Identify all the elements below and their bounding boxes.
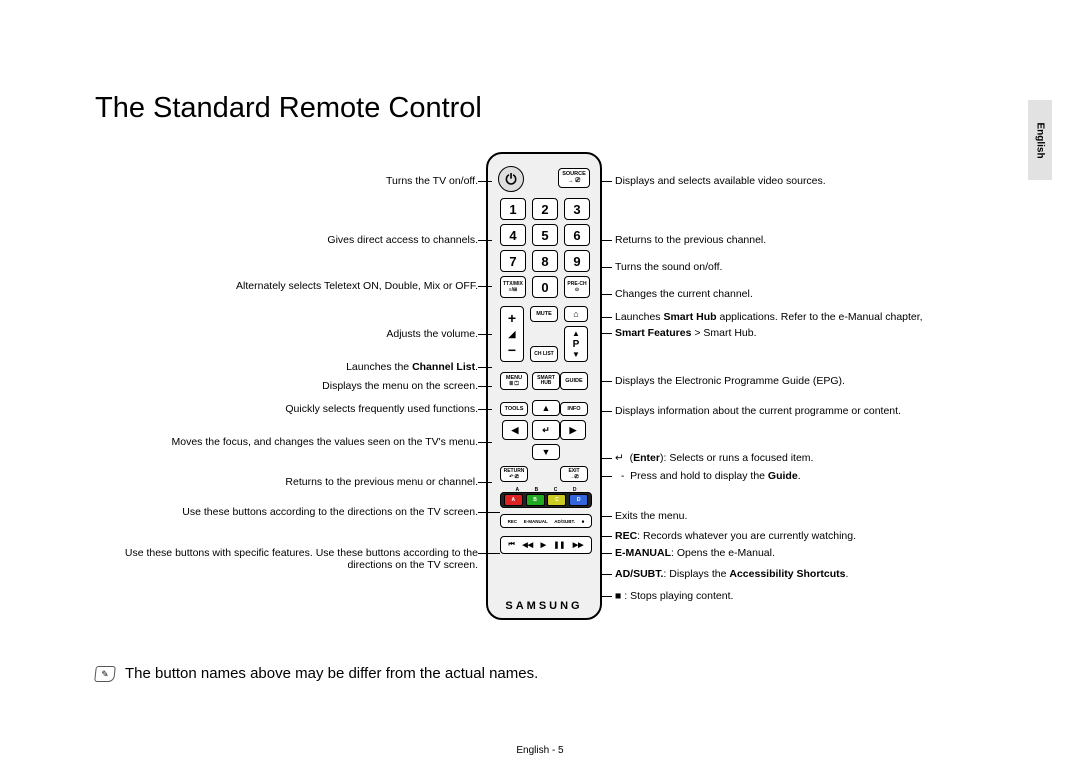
rewind-button[interactable]: ◀◀ xyxy=(522,541,533,549)
exit-button[interactable]: EXIT→⎚ xyxy=(560,466,588,482)
left-callout: Quickly selects frequently used function… xyxy=(108,403,478,415)
left-callout: Use these buttons with specific features… xyxy=(108,547,478,571)
power-button[interactable]: ⏻ xyxy=(498,166,524,192)
left-callout: Turns the TV on/off. xyxy=(108,175,478,187)
num-0[interactable]: 0 xyxy=(532,276,558,298)
right-callout: - Press and hold to display the Guide. xyxy=(615,470,1015,482)
channel-rocker[interactable]: ▲ P ▼ xyxy=(564,326,588,362)
brand-logo: SAMSUNG xyxy=(488,600,600,612)
num-5[interactable]: 5 xyxy=(532,224,558,246)
language-tab-label: English xyxy=(1035,122,1046,158)
mute-button[interactable]: MUTE xyxy=(530,306,558,322)
color-button-b[interactable]: B xyxy=(526,494,545,506)
right-callout: ■ : Stops playing content. xyxy=(615,590,1015,602)
left-callout: Moves the focus, and changes the values … xyxy=(108,436,478,448)
play-button[interactable]: ▶ xyxy=(541,541,546,549)
num-8[interactable]: 8 xyxy=(532,250,558,272)
volume-rocker[interactable]: + ◢ − xyxy=(500,306,524,362)
left-callout: Launches the Channel List. xyxy=(108,361,478,373)
color-button-a[interactable]: A xyxy=(504,494,523,506)
page-footer: English - 5 xyxy=(0,745,1080,756)
color-button-c[interactable]: C xyxy=(547,494,566,506)
dpad-right[interactable]: ▶ xyxy=(560,420,586,440)
footnote-row: ✎ The button names above may be differ f… xyxy=(95,665,538,682)
left-callout: Returns to the previous menu or channel. xyxy=(108,476,478,488)
left-callout: Displays the menu on the screen. xyxy=(108,380,478,392)
dpad-enter[interactable]: ↵ xyxy=(532,420,560,440)
dpad-up[interactable]: ▲ xyxy=(532,400,560,416)
num-9[interactable]: 9 xyxy=(564,250,590,272)
left-callout: Alternately selects Teletext ON, Double,… xyxy=(108,280,478,292)
left-callout: Adjusts the volume. xyxy=(108,328,478,340)
num-1[interactable]: 1 xyxy=(500,198,526,220)
page-title: The Standard Remote Control xyxy=(95,92,482,125)
emanual-button[interactable]: E-MANUAL xyxy=(524,519,548,524)
right-callout: E-MANUAL: Opens the e-Manual. xyxy=(615,547,1015,559)
right-callout: ↵ (Enter): Selects or runs a focused ite… xyxy=(615,452,1015,464)
color-button-d[interactable]: D xyxy=(569,494,588,506)
ttx-mix-button[interactable]: TTX/MIX≡/⊞ xyxy=(500,276,526,298)
dpad-left[interactable]: ◀ xyxy=(502,420,528,440)
right-callout: REC: Records whatever you are currently … xyxy=(615,530,1015,542)
ch-list-button[interactable]: CH LIST xyxy=(530,346,558,362)
adsubt-button[interactable]: AD/SUBT. xyxy=(554,519,575,524)
num-3[interactable]: 3 xyxy=(564,198,590,220)
color-buttons-row: A B C D xyxy=(500,492,592,508)
info-button[interactable]: INFO xyxy=(560,402,588,416)
footnote-text: The button names above may be differ fro… xyxy=(125,665,538,682)
skip-back-button[interactable]: ⏮ xyxy=(509,541,515,549)
pre-ch-button[interactable]: PRE-CH⊙ xyxy=(564,276,590,298)
right-callout: Smart Features > Smart Hub. xyxy=(615,327,1015,339)
home-icon-button[interactable]: ⌂ xyxy=(564,306,588,322)
right-callout: Turns the sound on/off. xyxy=(615,261,1015,273)
color-labels: A B C D xyxy=(500,487,592,493)
rec-button[interactable]: REC xyxy=(508,519,518,524)
right-callout: Displays information about the current p… xyxy=(615,405,1015,417)
menu-button[interactable]: MENUⅢ ⏍ xyxy=(500,372,528,390)
num-4[interactable]: 4 xyxy=(500,224,526,246)
num-6[interactable]: 6 xyxy=(564,224,590,246)
playback-row: ⏮ ◀◀ ▶ ❚❚ ▶▶ xyxy=(500,536,592,554)
right-callout: Launches Smart Hub applications. Refer t… xyxy=(615,311,1015,323)
tools-button[interactable]: TOOLS xyxy=(500,402,528,416)
right-callout: Displays and selects available video sou… xyxy=(615,175,1015,187)
return-button[interactable]: RETURN↶ ⎚ xyxy=(500,466,528,482)
smart-hub-button[interactable]: SMART HUB xyxy=(532,372,560,390)
manual-page: The Standard Remote Control English ⏻ SO… xyxy=(0,0,1080,780)
num-2[interactable]: 2 xyxy=(532,198,558,220)
feature-row: REC E-MANUAL AD/SUBT. ■ xyxy=(500,514,592,528)
stop-button[interactable]: ■ xyxy=(582,519,585,524)
note-icon: ✎ xyxy=(94,666,116,682)
right-callout: Changes the current channel. xyxy=(615,288,1015,300)
left-callout: Use these buttons according to the direc… xyxy=(108,506,478,518)
remote-control: ⏻ SOURCE → ⎚ 1 2 3 4 5 6 7 8 9 0 TTX/MIX… xyxy=(486,152,602,620)
num-7[interactable]: 7 xyxy=(500,250,526,272)
right-callout: AD/SUBT.: Displays the Accessibility Sho… xyxy=(615,568,1015,580)
guide-button[interactable]: GUIDE xyxy=(560,372,588,390)
dpad-down[interactable]: ▼ xyxy=(532,444,560,460)
source-button[interactable]: SOURCE → ⎚ xyxy=(558,168,590,188)
pause-button[interactable]: ❚❚ xyxy=(553,541,565,549)
left-callout: Gives direct access to channels. xyxy=(108,234,478,246)
forward-button[interactable]: ▶▶ xyxy=(573,541,584,549)
right-callout: Exits the menu. xyxy=(615,510,1015,522)
right-callout: Displays the Electronic Programme Guide … xyxy=(615,375,1015,387)
language-tab: English xyxy=(1028,100,1052,180)
right-callout: Returns to the previous channel. xyxy=(615,234,1015,246)
